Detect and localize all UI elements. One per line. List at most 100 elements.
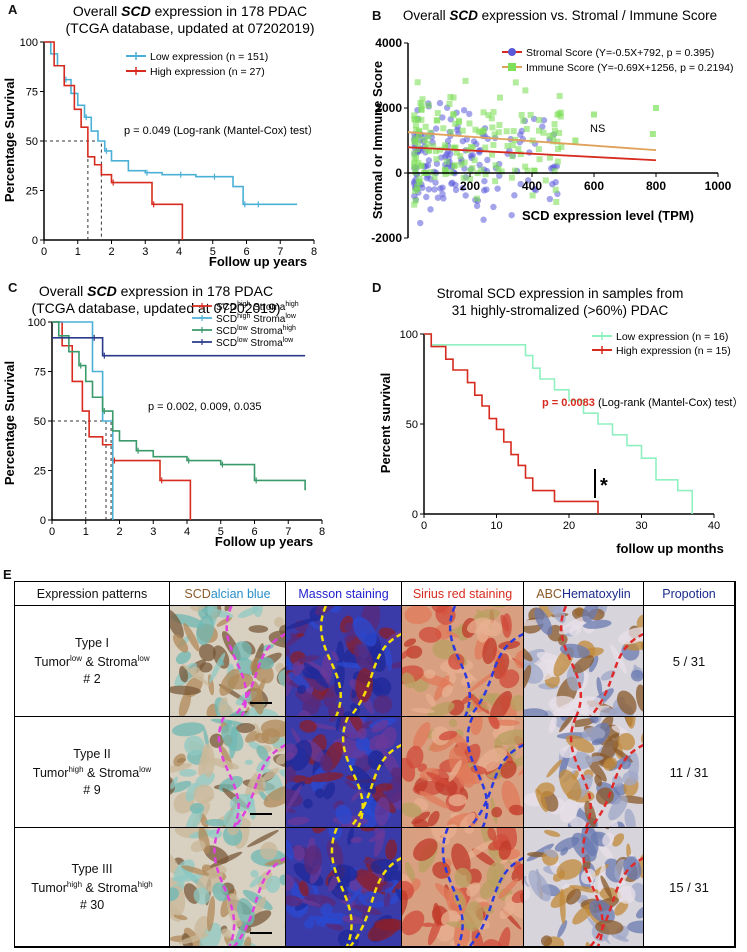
tissue-texture xyxy=(617,885,636,904)
tissue-texture xyxy=(427,701,455,716)
immune-point xyxy=(524,167,531,174)
immune-point xyxy=(515,146,522,153)
stromal-point xyxy=(452,186,460,194)
tissue-texture xyxy=(361,720,374,729)
legend-stromal-label: Stromal Score (Y=-0.5X+792, p = 0.395) xyxy=(526,47,714,59)
immune-point xyxy=(416,133,423,140)
stromal-point xyxy=(425,186,433,193)
panel-b-x-tick-label: 800 xyxy=(646,179,666,193)
row-label-3: Type III Tumorhigh & Stromahigh # 30 xyxy=(15,828,170,947)
tissue-texture xyxy=(404,861,416,882)
immune-point xyxy=(536,156,543,163)
immune-point xyxy=(452,144,459,151)
tissue-texture xyxy=(524,664,532,691)
immune-point xyxy=(518,112,525,119)
proportion-3: 15 / 31 xyxy=(644,828,735,947)
immune-point xyxy=(509,142,516,149)
immune-point xyxy=(550,138,557,145)
stromal-point xyxy=(552,179,559,186)
stromal-point xyxy=(546,195,554,203)
panel-c-y-tick-label: 100 xyxy=(28,317,46,329)
tissue-texture xyxy=(498,840,512,860)
tumor-level: low xyxy=(70,654,83,664)
immune-point xyxy=(454,149,461,156)
tissue-texture xyxy=(244,759,254,765)
tissue-texture xyxy=(623,856,642,880)
tissue-texture xyxy=(444,631,459,638)
immune-point xyxy=(430,143,437,150)
tissue-texture xyxy=(572,655,595,674)
tissue-texture xyxy=(196,614,215,646)
tissue-texture xyxy=(297,684,307,695)
region-outline xyxy=(213,828,285,946)
tumor-label: Tumor xyxy=(31,881,67,896)
tissue-texture xyxy=(250,681,264,715)
immune-point xyxy=(527,111,534,118)
ampersand: & xyxy=(83,766,99,781)
stromal-point xyxy=(431,186,438,193)
immune-point xyxy=(572,137,579,144)
tissue-texture xyxy=(245,772,258,797)
tissue-texture xyxy=(303,845,322,875)
immune-point xyxy=(556,129,563,136)
panel-a-x-tick-label: 2 xyxy=(108,246,114,258)
panel-b-chart: Overall SCD expression vs. Stromal / Imm… xyxy=(370,8,734,245)
tissue-texture xyxy=(548,695,577,713)
immune-point xyxy=(442,170,449,177)
panel-c-ylabel: Percentage Survival xyxy=(2,361,17,485)
tissue-texture xyxy=(413,818,429,827)
legend-label: SCDhigh Stromahigh xyxy=(216,301,299,313)
sample-number: # 9 xyxy=(83,782,101,797)
median-guide xyxy=(52,420,112,520)
panel-b-legend: Stromal Score (Y=-0.5X+792, p = 0.395) I… xyxy=(502,47,734,74)
immune-point xyxy=(422,123,429,130)
tissue-texture xyxy=(304,918,315,929)
tissue-texture xyxy=(464,828,475,834)
tissue-texture xyxy=(373,828,386,857)
tissue-texture xyxy=(614,900,629,916)
panel-c-y-tick-label: 75 xyxy=(34,367,46,379)
tissue-texture xyxy=(221,724,244,752)
tissue-texture xyxy=(402,910,425,936)
immune-point xyxy=(468,144,475,151)
panel-a-x-tick-label: 0 xyxy=(41,246,47,258)
tissue-texture xyxy=(355,869,384,893)
panel-a-subtitle: (TCGA database, updated at 07202019) xyxy=(65,20,314,36)
immune-point xyxy=(416,175,423,182)
tissue-texture xyxy=(611,725,628,734)
region-outline xyxy=(581,828,643,946)
tissue-texture xyxy=(489,690,512,716)
tissue-texture xyxy=(427,810,440,827)
panel-d-ylabel: Percent survival xyxy=(378,373,393,473)
panel-e-table: Expression patterns SCD alcian blue Masson… xyxy=(14,581,736,948)
stromal-point xyxy=(417,219,424,227)
panel-a-legend: Low expression (n = 151) High expression… xyxy=(126,51,268,78)
tissue-texture xyxy=(178,933,209,945)
tissue-texture xyxy=(355,668,373,703)
tissue-texture xyxy=(425,693,436,708)
stromal-point xyxy=(432,125,440,132)
header-prop: Propotion xyxy=(644,582,735,606)
tissue-texture xyxy=(268,630,285,648)
legend-immune-label: Immune Score (Y=-0.69X+1256, p = 0.2194) xyxy=(526,62,734,74)
tissue-texture xyxy=(453,890,466,909)
panel-a-stat: p = 0.049 (Log-rank (Mantel-Cox) test） xyxy=(124,124,319,137)
tissue-texture xyxy=(572,903,595,925)
stromal-point xyxy=(508,211,515,219)
immune-point xyxy=(458,161,465,168)
stromal-point xyxy=(427,206,434,213)
region-outline xyxy=(341,717,401,827)
immune-point xyxy=(554,158,561,165)
immune-point xyxy=(418,106,425,113)
immune-point xyxy=(557,109,564,116)
tissue-texture xyxy=(253,723,262,736)
micrograph-scd-row-2 xyxy=(170,717,286,828)
tissue-texture xyxy=(247,829,279,848)
immune-point xyxy=(491,131,498,138)
panel-label-a: A xyxy=(8,2,18,17)
tissue-texture xyxy=(616,690,637,715)
immune-point xyxy=(427,169,434,176)
immune-point xyxy=(474,195,481,202)
tissue-texture xyxy=(627,920,643,934)
